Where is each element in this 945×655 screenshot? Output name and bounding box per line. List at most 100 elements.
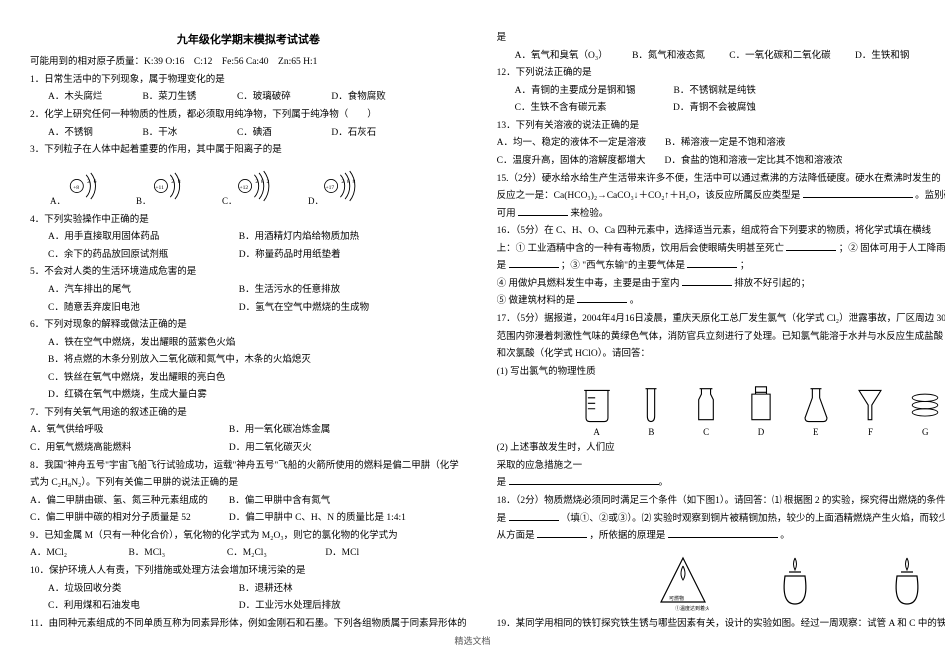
q12-row1: A．青铜的主要成分是铜和锡 B．不锈钢就是纯铁	[497, 83, 945, 101]
svg-text:2: 2	[267, 179, 270, 185]
q16-l4a: ④ 用做炉具燃料发生中毒，主要是由于室内	[497, 279, 680, 289]
q18-l2b: （填①、②或③）。⑵ 实验时观察到铜片被精铜加热，较少的上面酒精燃烧产生火焰，而…	[561, 514, 945, 524]
svg-text:+12: +12	[239, 185, 248, 191]
q17-sub1-text: (1) 写出氯气的物理性质	[497, 367, 596, 377]
q9-stem: 9．已知金属 M（只有一种化合价），氧化物的化学式为 M₂O₃，则它的氯化物的化…	[30, 528, 467, 546]
q4-opt-d: D．称量药品时用纸垫着	[239, 247, 427, 265]
svg-text:8: 8	[353, 179, 356, 185]
glassware-a: A	[577, 385, 617, 440]
q7-row1: A．氧气供给呼吸 B．用一氧化碳冶炼金属	[30, 422, 467, 440]
q16-line2: 上：① 工业酒精中含的一种有毒物质，饮用后会使眼睛失明甚至死亡 ；② 固体可用于…	[497, 241, 945, 259]
q15-line3a: 可用	[497, 209, 516, 219]
exam-page: 九年级化学期末模拟考试试卷 可能用到的相对原子质量：K:39 O:16 C:12…	[0, 0, 945, 655]
q4-stem: 4．下列实验操作中正确的是	[30, 212, 467, 230]
q15-line3: 可用 来检验。	[497, 206, 945, 224]
q18-l3c: 。	[780, 531, 790, 541]
q16-line5: ⑤ 做建筑材料的是 。	[497, 293, 945, 311]
beaker-icon	[577, 385, 617, 423]
q10-opt-c: C．利用煤和石油发电	[48, 598, 236, 616]
reagent-bottle-icon	[741, 385, 781, 423]
q10-opt-b: B．退耕还林	[239, 581, 427, 599]
q5-opt-a: A．汽车排出的尾气	[48, 282, 236, 300]
q8-opt-a: A．偏二甲肼由碳、氢、氮三种元素组成的	[30, 493, 226, 511]
flask-icon	[796, 385, 836, 423]
q11b-stem: 是	[497, 30, 945, 48]
q2-stem: 2．化学上研究任何一种物质的性质，都必须取用纯净物，下列属于纯净物（ ）	[30, 107, 467, 125]
q8-opt-c: C．偏二甲肼中碳的相对分子质量是 52	[30, 510, 226, 528]
gw-g-label: G	[922, 424, 929, 441]
q2-opt-c: C．碘酒	[237, 125, 329, 143]
q11b-opt-d: D．生铁和钢	[855, 48, 909, 66]
blank-18-2[interactable]	[537, 528, 587, 538]
svg-text:+8: +8	[73, 185, 79, 191]
blank-16-2[interactable]	[509, 258, 559, 268]
q5-opt-d: D．氢气在空气中燃烧的生成物	[239, 300, 427, 318]
blank-16-5[interactable]	[577, 293, 627, 303]
q8-row2: C．偏二甲肼中碳的相对分子质量是 52 D．偏二甲肼中 C、H、N 的质量比是 …	[30, 510, 467, 528]
q10-opt-d: D．工业污水处理后排放	[239, 598, 427, 616]
exam-title: 九年级化学期末模拟考试试卷	[30, 30, 467, 50]
q4-opt-c: C．余下的药品放回原试剂瓶	[48, 247, 236, 265]
svg-text:2: 2	[341, 179, 344, 185]
q18-line2: 是 （填①、②或③）。⑵ 实验时观察到铜片被精铜加热，较少的上面酒精燃烧产生火焰…	[497, 511, 945, 529]
blank-reaction-type[interactable]	[803, 188, 913, 198]
q5-row2: C．随意丢弃废旧电池 D．氢气在空气中燃烧的生成物	[30, 300, 467, 318]
q6-stem: 6．下列对现象的解释或做法正确的是	[30, 317, 467, 335]
dish-icon	[905, 385, 945, 423]
q18-l3a: 从方面是	[497, 531, 535, 541]
gw-f-label: F	[868, 424, 873, 441]
q9-opt-b: B．MCl₃	[128, 545, 224, 563]
q10-row1: A．垃圾回收分类 B．退耕还林	[30, 581, 467, 599]
left-column: 九年级化学期末模拟考试试卷 可能用到的相对原子质量：K:39 O:16 C:12…	[30, 30, 487, 640]
q11b-opt-c: C．一氧化碳和二氧化碳	[729, 48, 830, 66]
q17-sub2-blank: 是 。	[497, 475, 945, 493]
glassware-c: C	[686, 385, 726, 440]
atom-diagram-c: +12282 C．	[232, 166, 288, 206]
q8-row1: A．偏二甲肼由碳、氢、氮三种元素组成的 B．偏二甲肼中含有氮气	[30, 493, 467, 511]
q4-opt-b: B．用酒精灯内焰给物质加热	[239, 229, 427, 247]
q2-options: A．不锈钢 B．干冰 C．碘酒 D．石灰石	[30, 125, 467, 143]
q7-opt-b: B．用一氧化碳冶炼金属	[229, 422, 425, 440]
q2-opt-d: D．石灰石	[331, 125, 423, 143]
q5-row1: A．汽车排出的尾气 B．生活污水的任意排放	[30, 282, 467, 300]
q16-line4: ④ 用做炉具燃料发生中毒，主要是由于室内 排放不好引起的；	[497, 276, 945, 294]
blank-16-4[interactable]	[682, 276, 732, 286]
q6-d: D．红磷在氧气中燃烧，生成大量白雾	[30, 387, 467, 405]
blank-18-3[interactable]	[668, 528, 778, 538]
q2-opt-a: A．不锈钢	[48, 125, 140, 143]
q18-l3b: ，所依据的原理是	[589, 531, 665, 541]
q12-row2: C．生铁不含有碳元素 D．青铜不会被腐蚀	[497, 100, 945, 118]
q6-a: A．铁在空气中燃烧，发出耀眼的蓝紫色火焰	[30, 335, 467, 353]
q1-opt-c: C．玻璃破碎	[237, 89, 329, 107]
blank-test[interactable]	[518, 206, 568, 216]
q3-stem: 3．下列粒子在人体中起着重要的作用，其中属于阳离子的是	[30, 142, 467, 160]
q18-l2a: 是	[497, 514, 507, 524]
q15-line2b: 。监别硬水和软水时，	[915, 191, 945, 201]
q10-stem: 10．保护环境人人有责，下列措施或处理方法会增加环境污染的是	[30, 563, 467, 581]
blank-16-1[interactable]	[786, 241, 836, 251]
q1-options: A．木头腐烂 B．菜刀生锈 C．玻璃破碎 D．食物腐败	[30, 89, 467, 107]
lamp-left-icon	[769, 552, 821, 612]
q1-stem: 1．日常生活中的下列现象，属于物理变化的是	[30, 72, 467, 90]
svg-text:6: 6	[94, 179, 97, 185]
q17-line2: 范围内弥漫着刺激性气味的黄绿色气体，消防官兵立刻进行了处理。已知氯气能溶于水并与…	[497, 329, 945, 347]
atom-diagram-d: +17288 D．	[318, 166, 374, 206]
svg-text:8: 8	[178, 179, 181, 185]
q1-opt-d: D．食物腐败	[331, 89, 423, 107]
blank-18-1[interactable]	[509, 511, 559, 521]
atom-a-label: A．	[50, 193, 66, 210]
blank-16-3[interactable]	[687, 258, 737, 268]
q5-stem: 5．不会对人类的生活环境造成危害的是	[30, 264, 467, 282]
q11b-opt-a: A．氧气和臭氧（O₃）	[515, 48, 608, 66]
q16-l3c: ；	[740, 261, 750, 271]
q4-opt-a: A．用手直接取用固体药品	[48, 229, 236, 247]
svg-text:可燃物: 可燃物	[669, 595, 684, 602]
glassware-d: D	[741, 385, 781, 440]
q15-line2a: 反应之一是：Ca(HCO₃)₂→CaCO₃↓＋CO₂↑＋H₂O，该反应所属反应类…	[497, 191, 801, 201]
blank-17-2[interactable]	[509, 475, 659, 485]
atom-d-label: D．	[308, 193, 324, 210]
q8-line2: 式为 C₂H₈N₂）。下列有关偏二甲肼的说法正确的是	[30, 475, 467, 493]
q15-line3b: 来检验。	[570, 209, 608, 219]
q4-row1: A．用手直接取用固体药品 B．用酒精灯内焰给物质加热	[30, 229, 467, 247]
svg-text:2: 2	[87, 179, 90, 185]
